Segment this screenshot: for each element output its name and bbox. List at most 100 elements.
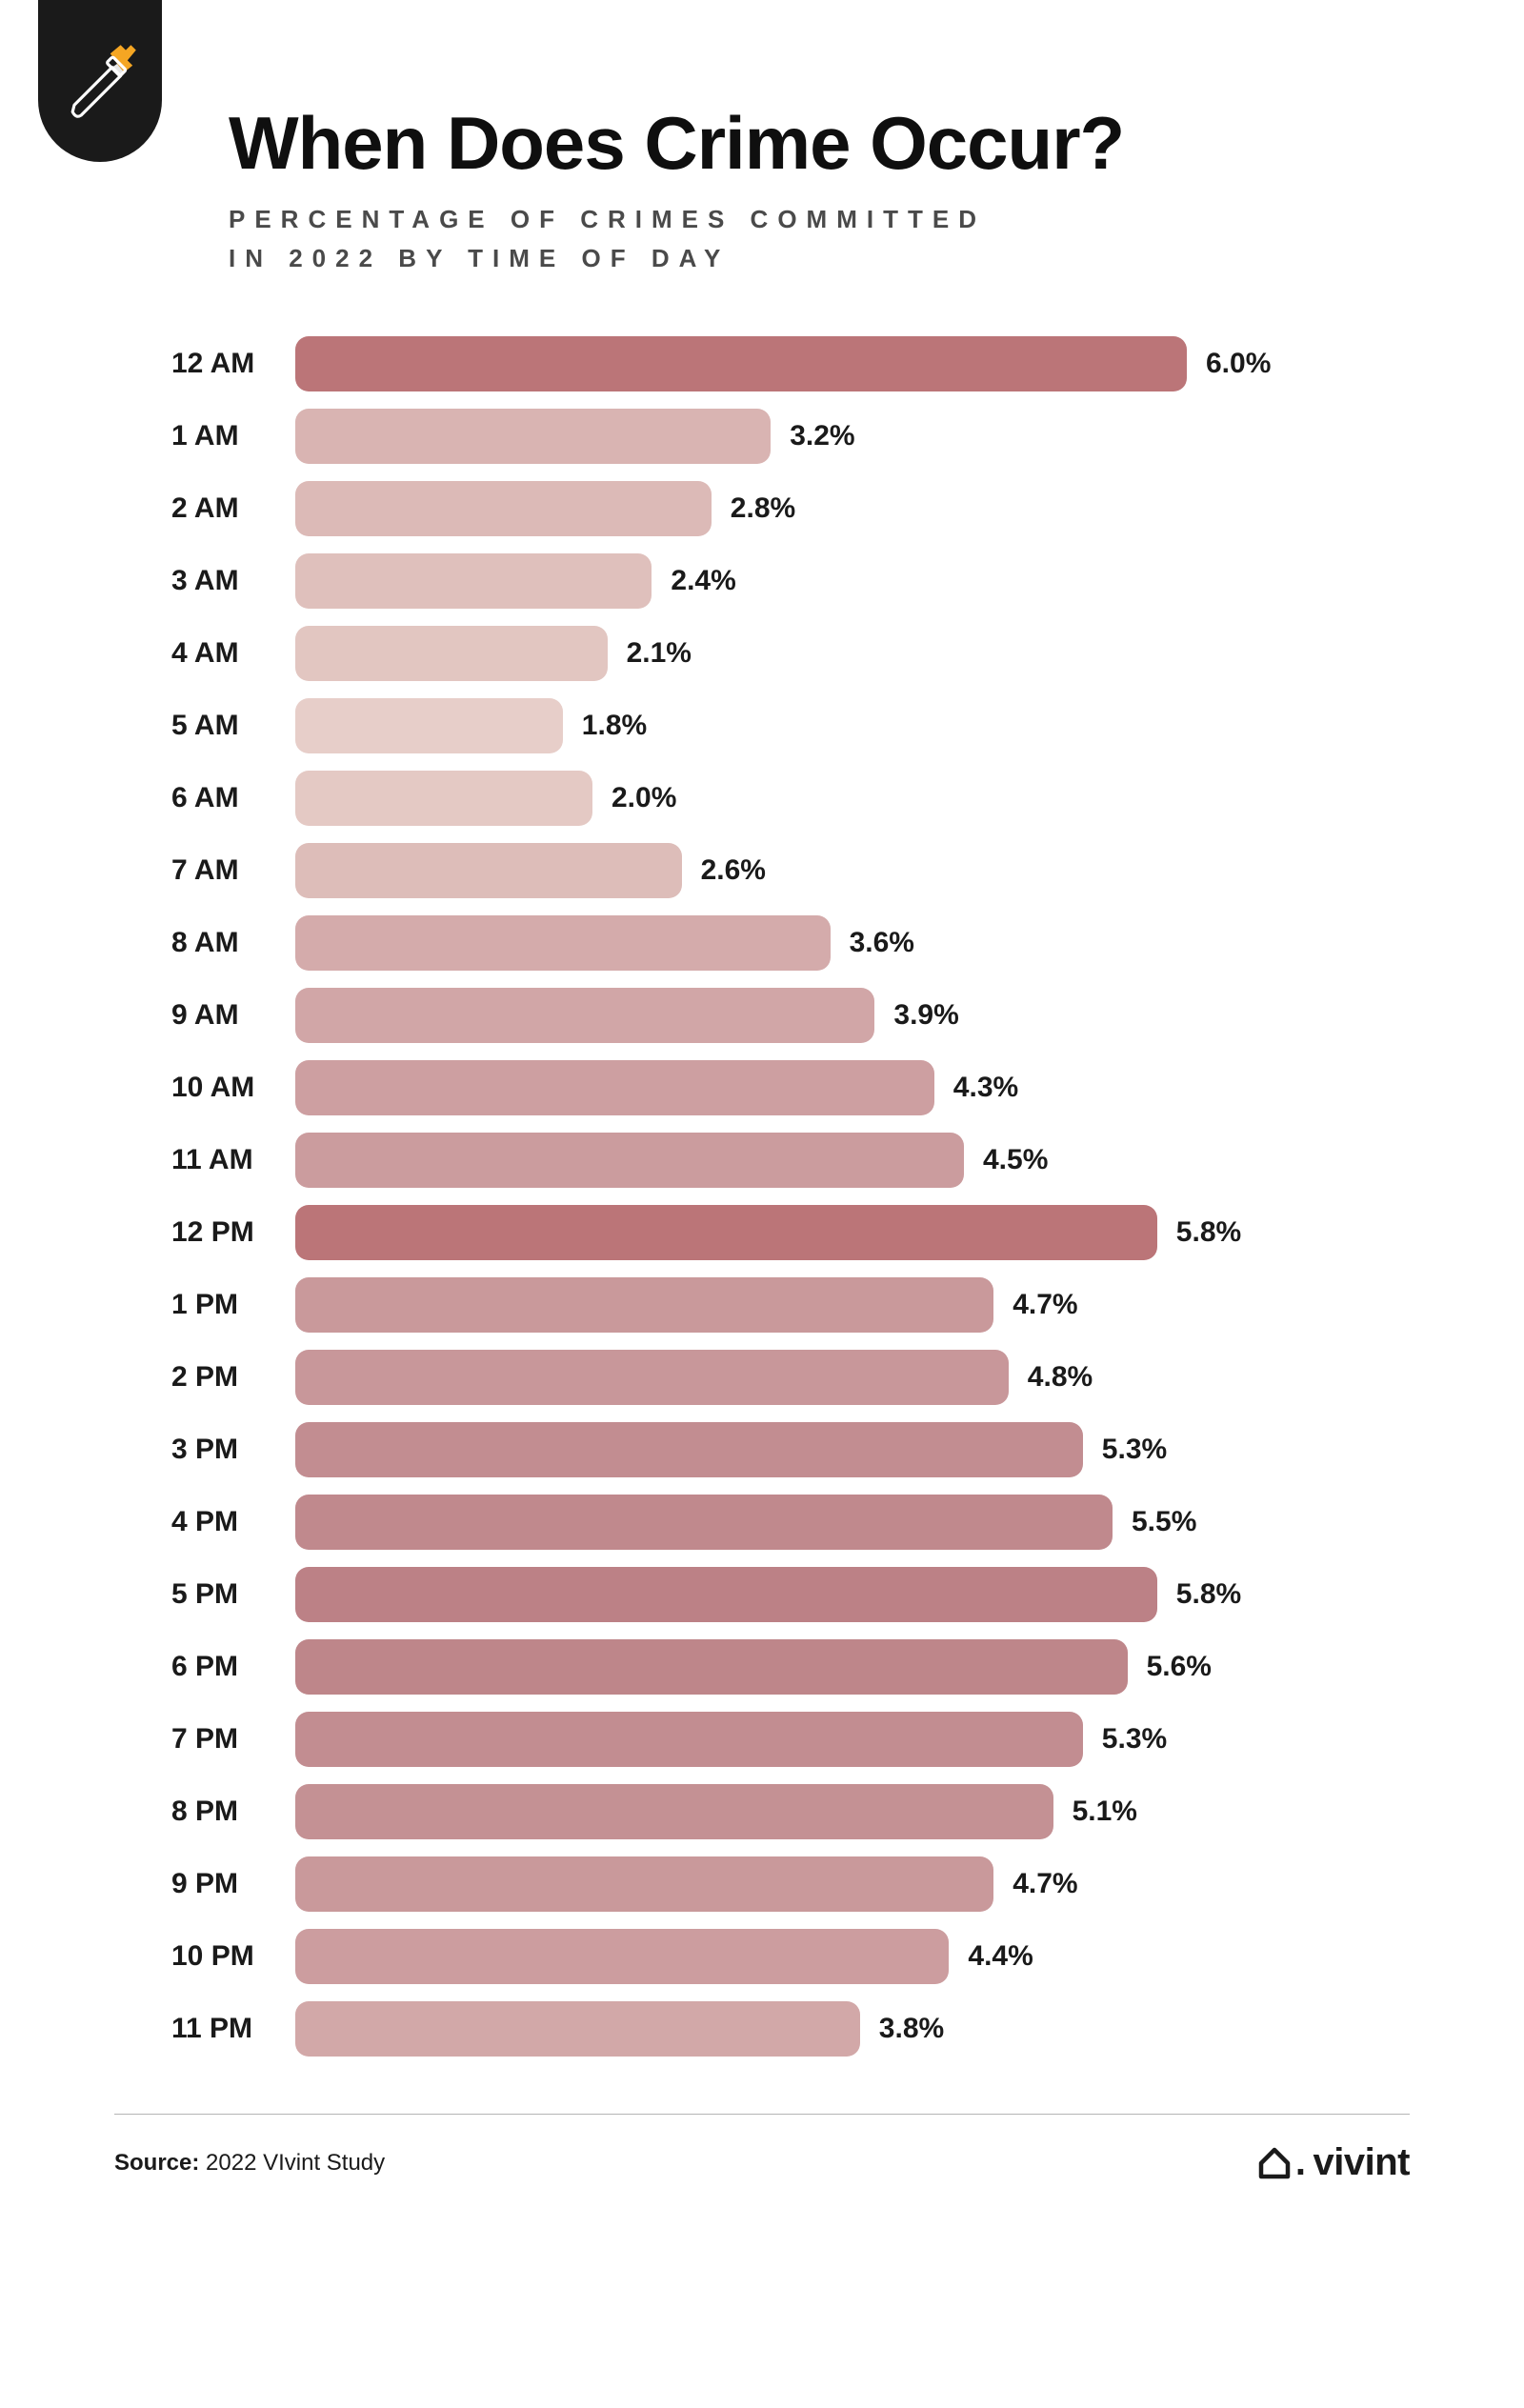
footer: Source: 2022 VIvint Study .vivint (76, 2141, 1448, 2184)
chart-row: 5 AM1.8% (171, 698, 1410, 753)
bar: 4.8% (295, 1350, 1009, 1405)
bar-chart: 12 AM6.0%1 AM3.2%2 AM2.8%3 AM2.4%4 AM2.1… (76, 336, 1448, 2057)
bar-value-label: 4.4% (968, 1940, 1033, 1973)
chart-row: 7 PM 5.3% (171, 1712, 1410, 1767)
row-time-label: 5 AM (171, 710, 295, 742)
bar-track: 4.5% (295, 1133, 1410, 1188)
row-time-label: 12 PM (171, 1216, 295, 1249)
bar: 5.5% (295, 1495, 1113, 1550)
bar-track: 3.8% (295, 2001, 1410, 2057)
bar: 2.8% (295, 481, 712, 536)
bar-track: 1.8% (295, 698, 1410, 753)
bar-track: 2.4% (295, 553, 1410, 609)
row-time-label: 8 PM (171, 1796, 295, 1828)
bar: 2.0% (295, 771, 592, 826)
bar: 6.0% (295, 336, 1187, 391)
brand-house-icon (1255, 2144, 1293, 2182)
bar-value-label: 5.8% (1176, 1216, 1241, 1249)
bar-value-label: 2.8% (731, 492, 795, 525)
chart-row: 4 AM 2.1% (171, 626, 1410, 681)
row-time-label: 3 AM (171, 565, 295, 597)
chart-row: 3 AM2.4% (171, 553, 1410, 609)
bar-track: 5.3% (295, 1422, 1410, 1477)
row-time-label: 10 PM (171, 1940, 295, 1973)
bar: 5.1% (295, 1784, 1053, 1839)
chart-row: 7 AM2.6% (171, 843, 1410, 898)
chart-row: 6 AM2.0% (171, 771, 1410, 826)
chart-row: 8 AM3.6% (171, 915, 1410, 971)
bar-value-label: 4.5% (983, 1144, 1048, 1176)
header: When Does Crime Occur? PERCENTAGE OF CRI… (76, 76, 1448, 279)
bar: 5.3% (295, 1422, 1083, 1477)
footer-divider (114, 2114, 1410, 2115)
bar-value-label: 1.8% (582, 710, 647, 742)
bar: 2.6% (295, 843, 682, 898)
knife-icon (57, 38, 143, 124)
chart-row: 11 AM4.5% (171, 1133, 1410, 1188)
bar: 5.8% (295, 1567, 1157, 1622)
row-time-label: 8 AM (171, 927, 295, 959)
row-time-label: 4 AM (171, 637, 295, 670)
bar: 3.6% (295, 915, 831, 971)
bar: 4.7% (295, 1277, 993, 1333)
bar: 1.8% (295, 698, 563, 753)
bar-track: 6.0% (295, 336, 1410, 391)
bar-track: 2.0% (295, 771, 1410, 826)
bar-track: 4.4% (295, 1929, 1410, 1984)
brand-logo: .vivint (1255, 2141, 1410, 2184)
bar-track: 4.3% (295, 1060, 1410, 1115)
bar-track: 4.8% (295, 1350, 1410, 1405)
row-time-label: 2 AM (171, 492, 295, 525)
bar-track: 4.7% (295, 1856, 1410, 1912)
bar-value-label: 5.3% (1102, 1723, 1167, 1756)
chart-row: 6 PM 5.6% (171, 1639, 1410, 1695)
row-time-label: 11 PM (171, 2013, 295, 2045)
bar-value-label: 5.6% (1147, 1651, 1212, 1683)
bar: 4.5% (295, 1133, 964, 1188)
row-time-label: 2 PM (171, 1361, 295, 1394)
chart-row: 12 PM5.8% (171, 1205, 1410, 1260)
page-title: When Does Crime Occur? (229, 105, 1124, 183)
row-time-label: 1 PM (171, 1289, 295, 1321)
bar-track: 2.6% (295, 843, 1410, 898)
bar-value-label: 2.6% (701, 854, 766, 887)
bar-value-label: 5.5% (1132, 1506, 1196, 1538)
row-time-label: 3 PM (171, 1434, 295, 1466)
bar-track: 2.8% (295, 481, 1410, 536)
bar: 5.8% (295, 1205, 1157, 1260)
row-time-label: 10 AM (171, 1072, 295, 1104)
row-time-label: 4 PM (171, 1506, 295, 1538)
row-time-label: 12 AM (171, 348, 295, 380)
bar-value-label: 5.3% (1102, 1434, 1167, 1466)
bar-value-label: 3.8% (879, 2013, 944, 2045)
bar-track: 5.1% (295, 1784, 1410, 1839)
chart-row: 12 AM6.0% (171, 336, 1410, 391)
bar-track: 5.6% (295, 1639, 1410, 1695)
row-time-label: 7 PM (171, 1723, 295, 1756)
bar-track: 3.9% (295, 988, 1410, 1043)
bar-value-label: 2.1% (627, 637, 692, 670)
chart-row: 9 PM 4.7% (171, 1856, 1410, 1912)
chart-row: 2 AM2.8% (171, 481, 1410, 536)
bar-value-label: 4.7% (1013, 1868, 1077, 1900)
row-time-label: 7 AM (171, 854, 295, 887)
chart-row: 11 PM 3.8% (171, 2001, 1410, 2057)
page-subtitle: PERCENTAGE OF CRIMES COMMITTED IN 2022 B… (229, 200, 1124, 279)
row-time-label: 5 PM (171, 1578, 295, 1611)
bar-value-label: 4.3% (953, 1072, 1018, 1104)
bar-value-label: 5.1% (1073, 1796, 1137, 1828)
bar: 3.2% (295, 409, 771, 464)
bar-value-label: 2.0% (612, 782, 676, 814)
row-time-label: 6 PM (171, 1651, 295, 1683)
chart-row: 5 PM5.8% (171, 1567, 1410, 1622)
bar: 3.9% (295, 988, 874, 1043)
bar-track: 2.1% (295, 626, 1410, 681)
row-time-label: 9 PM (171, 1868, 295, 1900)
row-time-label: 9 AM (171, 999, 295, 1032)
row-time-label: 6 AM (171, 782, 295, 814)
bar-track: 3.2% (295, 409, 1410, 464)
chart-row: 4 PM5.5% (171, 1495, 1410, 1550)
chart-row: 10 AM 4.3% (171, 1060, 1410, 1115)
bar-track: 5.8% (295, 1205, 1410, 1260)
chart-row: 2 PM4.8% (171, 1350, 1410, 1405)
